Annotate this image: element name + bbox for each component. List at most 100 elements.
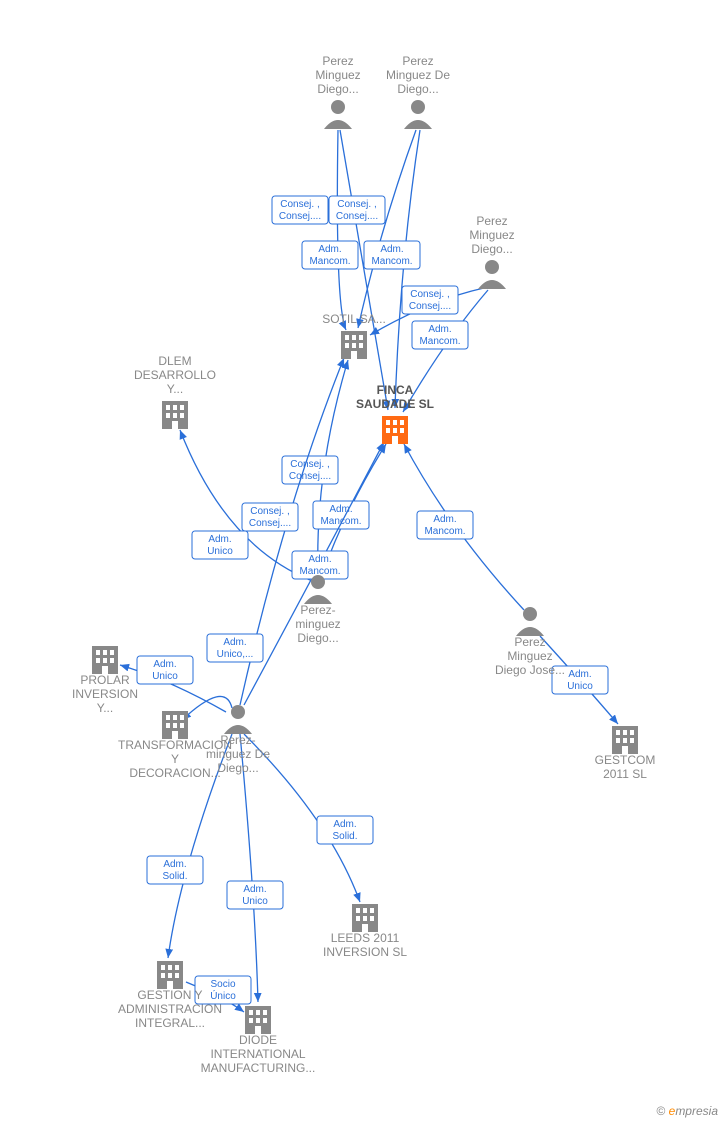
company-node[interactable]: LEEDS 2011INVERSION SL <box>323 904 407 959</box>
edge-label-text: Unico <box>242 896 268 907</box>
building-icon <box>157 961 183 989</box>
company-node[interactable]: DLEMDESARROLLOY... <box>134 354 216 429</box>
building-icon <box>382 416 408 444</box>
node-label: Diego... <box>397 82 438 96</box>
node-label: INVERSION SL <box>323 945 407 959</box>
edge-label-text: Único <box>210 989 236 1002</box>
credit: © empresia <box>656 1104 718 1118</box>
building-icon <box>341 331 367 359</box>
edge-label-text: Adm. <box>428 324 451 335</box>
person-icon <box>224 705 252 734</box>
node-label: TRANSFORMACION <box>118 738 232 752</box>
company-node[interactable]: SOTIL SA... <box>322 312 386 359</box>
edge-label-text: Consej. , <box>250 506 289 517</box>
building-icon <box>162 711 188 739</box>
edge-label-text: Mancom. <box>419 336 460 347</box>
edge: Consej. ,Consej.... <box>282 360 348 575</box>
edge-label-text: Adm. <box>333 819 356 830</box>
edge-label-text: Mancom. <box>424 526 465 537</box>
node-label: Perez <box>402 54 433 68</box>
node-label: DLEM <box>158 354 191 368</box>
edge-label-text: Adm. <box>243 884 266 895</box>
node-label: Minguez De <box>386 68 450 82</box>
edge-label-text: Consej. , <box>280 199 319 210</box>
edge: Consej. ,Consej.... <box>272 130 346 330</box>
building-icon <box>245 1006 271 1034</box>
edges-layer: Consej. ,Consej....Adm.Mancom.Consej. ,C… <box>120 130 618 1012</box>
node-label: DESARROLLO <box>134 368 216 382</box>
node-label: Perez- <box>300 603 335 617</box>
person-node[interactable]: Perez-minguezDiego... <box>295 575 340 645</box>
edge-label-text: Solid. <box>332 831 357 842</box>
node-label: Y <box>171 752 179 766</box>
edge-label-text: Adm. <box>433 514 456 525</box>
edge-label-text: Adm. <box>163 859 186 870</box>
edge-label-text: Adm. <box>318 244 341 255</box>
edge-line <box>182 696 232 720</box>
node-label: DIODE <box>239 1033 277 1047</box>
node-label: Diego... <box>217 761 258 775</box>
node-label: Perez <box>514 635 545 649</box>
node-label: FINCA <box>377 383 414 397</box>
node-label: Diego... <box>317 82 358 96</box>
node-label: 2011 SL <box>603 767 647 781</box>
edge-label-text: Adm. <box>153 659 176 670</box>
edge: Adm.Mancom. <box>404 444 524 610</box>
node-label: PROLAR <box>80 673 130 687</box>
node-label: Minguez <box>315 68 360 82</box>
node-label: Diego Jose... <box>495 663 565 677</box>
node-label: SOTIL SA... <box>322 312 386 326</box>
edge-label-text: Adm. <box>329 504 352 515</box>
node-label: Diego... <box>471 242 512 256</box>
node-label: DECORACION... <box>129 766 220 780</box>
edge: Adm.Mancom. <box>364 130 420 408</box>
node-label: LEEDS 2011 <box>331 931 400 945</box>
edge-label-text: Mancom. <box>371 256 412 267</box>
company-node[interactable]: GESTCOM2011 SL <box>595 726 656 781</box>
node-label: ADMINISTRACION <box>118 1002 222 1016</box>
company-node[interactable]: TRANSFORMACIONYDECORACION... <box>118 711 232 780</box>
node-label: GESTION Y <box>137 988 202 1002</box>
edge-label-text: Socio <box>210 979 235 990</box>
edge-label-text: Consej.... <box>249 518 291 529</box>
edge-label-text: Mancom. <box>309 256 350 267</box>
edge-label-text: Consej. , <box>290 459 329 470</box>
building-icon <box>92 646 118 674</box>
edge-label-text: Unico <box>207 546 233 557</box>
node-label: SAUDADE SL <box>356 397 434 411</box>
edge-label-text: Unico <box>567 681 593 692</box>
person-node[interactable]: PerezMinguezDiego Jose... <box>495 607 565 677</box>
person-icon <box>324 100 352 129</box>
node-label: INVERSION <box>72 687 138 701</box>
node-label: INTERNATIONAL <box>210 1047 305 1061</box>
edge-label-text: Consej.... <box>409 301 451 312</box>
edge-line <box>340 130 388 410</box>
building-icon <box>162 401 188 429</box>
node-label: Y... <box>167 382 183 396</box>
person-icon <box>404 100 432 129</box>
node-label: minguez <box>295 617 340 631</box>
company-node[interactable]: PROLARINVERSIONY... <box>72 646 138 715</box>
company-node[interactable]: DIODEINTERNATIONALMANUFACTURING... <box>201 1006 316 1075</box>
edge-label-text: Adm. <box>208 534 231 545</box>
building-icon <box>352 904 378 932</box>
edge-label-text: Mancom. <box>320 516 361 527</box>
svg-text:© empresia: © empresia <box>656 1104 718 1118</box>
node-label: INTEGRAL... <box>135 1016 205 1030</box>
node-label: Diego... <box>297 631 338 645</box>
person-node[interactable]: PerezMinguez DeDiego... <box>386 54 450 129</box>
node-label: Minguez <box>469 228 514 242</box>
node-label: GESTCOM <box>595 753 656 767</box>
node-label: Y... <box>97 701 113 715</box>
node-label: Perez <box>322 54 353 68</box>
edge: Adm.Unico,... <box>182 634 263 720</box>
person-node[interactable]: PerezMinguezDiego... <box>469 214 514 289</box>
edge-label-text: Unico,... <box>217 649 254 660</box>
node-label: Perez <box>476 214 507 228</box>
edge-label-text: Adm. <box>308 554 331 565</box>
company-node[interactable]: FINCASAUDADE SL <box>356 383 434 444</box>
person-node[interactable]: PerezMinguezDiego... <box>315 54 360 129</box>
edge: Adm.Unico <box>120 656 226 712</box>
node-label: MANUFACTURING... <box>201 1061 316 1075</box>
edge-label-text: Adm. <box>568 669 591 680</box>
